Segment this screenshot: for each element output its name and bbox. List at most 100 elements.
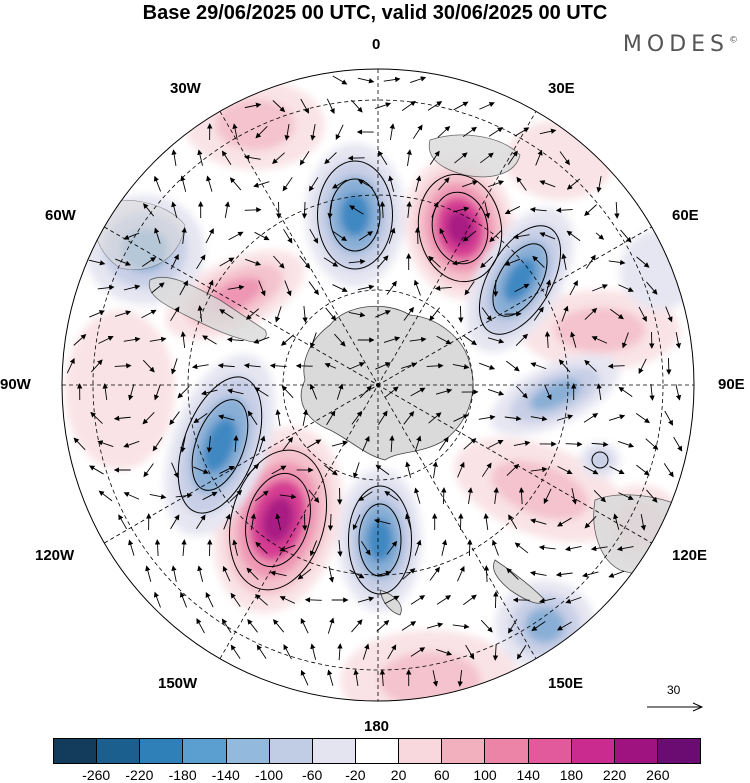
wind-arrow	[596, 383, 602, 400]
wind-arrow	[559, 151, 570, 166]
wind-arrow	[324, 152, 337, 165]
wind-arrow	[349, 362, 365, 370]
lon-label-30e: 30E	[548, 80, 575, 97]
wind-arrow	[479, 102, 495, 110]
wind-arrow	[332, 75, 348, 85]
wind-arrow	[555, 571, 573, 578]
wind-arrow	[480, 256, 493, 269]
wind-arrow	[429, 150, 440, 165]
wind-arrow	[233, 435, 239, 453]
wind-arrow	[232, 123, 238, 140]
wind-arrow	[465, 644, 475, 660]
wind-arrow	[304, 597, 322, 603]
wind-arrow	[269, 570, 287, 577]
wind-arrow	[506, 567, 519, 580]
wind-arrow	[384, 595, 400, 605]
wind-arrow	[480, 152, 494, 164]
wind-arrow	[302, 409, 309, 426]
wind-arrow	[593, 490, 606, 503]
wind-arrow	[389, 435, 395, 453]
wind-arrow	[493, 487, 499, 504]
anomaly-band	[491, 460, 589, 520]
wind-arrow	[617, 440, 635, 448]
wind-arrow	[180, 175, 187, 192]
wind-arrow	[128, 384, 135, 401]
wind-arrow	[123, 492, 140, 500]
colorbar-tick-label: 220	[602, 767, 627, 783]
wind-arrow	[349, 569, 365, 579]
wind-arrow	[334, 333, 346, 347]
colorbar-cell	[657, 739, 701, 763]
wind-arrow	[245, 308, 260, 320]
wind-arrow	[489, 230, 502, 243]
wind-arrow	[673, 436, 683, 452]
wind-arrow	[193, 413, 208, 424]
wind-arrow	[595, 232, 605, 240]
wind-arrow	[219, 309, 234, 319]
wind-arrow	[170, 306, 180, 322]
wind-arrow	[89, 465, 104, 475]
wind-arrow	[564, 545, 582, 552]
wind-arrow	[179, 591, 188, 608]
wind-arrow	[462, 126, 477, 137]
wind-arrow	[171, 201, 178, 218]
colorbar-cell	[399, 739, 443, 763]
wind-arrow	[228, 231, 244, 241]
wind-arrow	[556, 414, 574, 421]
wind-arrow	[205, 228, 214, 244]
colorbar-tick-label: 20	[390, 767, 407, 783]
wind-arrow	[506, 360, 520, 372]
anomaly-band	[339, 193, 371, 237]
wind-arrow	[327, 669, 334, 686]
wind-arrow	[608, 259, 626, 266]
wind-arrow	[403, 410, 415, 425]
wind-arrow	[539, 232, 556, 240]
wind-arrow	[348, 258, 366, 265]
wind-arrow	[513, 440, 531, 447]
wind-arrow	[202, 335, 217, 345]
wind-arrow	[227, 284, 245, 291]
wind-arrow	[113, 415, 131, 422]
colorbar-cell	[442, 739, 486, 763]
anomaly-band	[367, 518, 393, 562]
wind-arrow	[128, 539, 135, 556]
wind-arrow	[538, 544, 556, 551]
wind-arrow	[514, 542, 529, 554]
anomaly-band	[554, 307, 646, 353]
wind-arrow	[196, 618, 205, 634]
wind-arrow	[272, 152, 285, 164]
wind-arrow	[299, 151, 310, 166]
wind-arrow	[327, 617, 335, 634]
wind-arrow	[247, 618, 258, 633]
wind-arrow	[154, 539, 161, 557]
wind-arrow	[153, 591, 161, 608]
wind-arrow	[281, 385, 294, 399]
wind-arrow	[406, 149, 412, 166]
wind-arrow	[89, 310, 105, 318]
wind-arrow	[324, 363, 337, 369]
wind-arrow	[481, 307, 492, 322]
wind-arrow	[197, 149, 203, 166]
wind-arrow	[467, 539, 473, 557]
wind-arrow	[410, 595, 426, 605]
wind-arrow	[530, 362, 547, 370]
wind-arrow	[635, 413, 650, 424]
wind-arrow	[636, 464, 650, 476]
wind-arrow	[269, 363, 287, 369]
contour-line	[591, 451, 609, 469]
wind-arrow	[530, 415, 548, 422]
colorbar-cell	[269, 739, 313, 763]
wind-arrow	[308, 489, 320, 503]
wind-arrow	[379, 669, 386, 687]
lon-label-0: 0	[372, 36, 381, 53]
wind-arrow	[557, 517, 572, 527]
wind-arrow	[141, 309, 157, 319]
wind-arrow	[457, 670, 463, 687]
wind-arrow	[512, 233, 530, 240]
contour-line	[177, 376, 263, 514]
wind-arrow	[426, 622, 444, 629]
wind-arrow	[515, 385, 528, 399]
wind-arrow	[402, 568, 416, 580]
anomaly-band	[525, 607, 565, 643]
modes-logo: MODES©	[622, 32, 738, 57]
